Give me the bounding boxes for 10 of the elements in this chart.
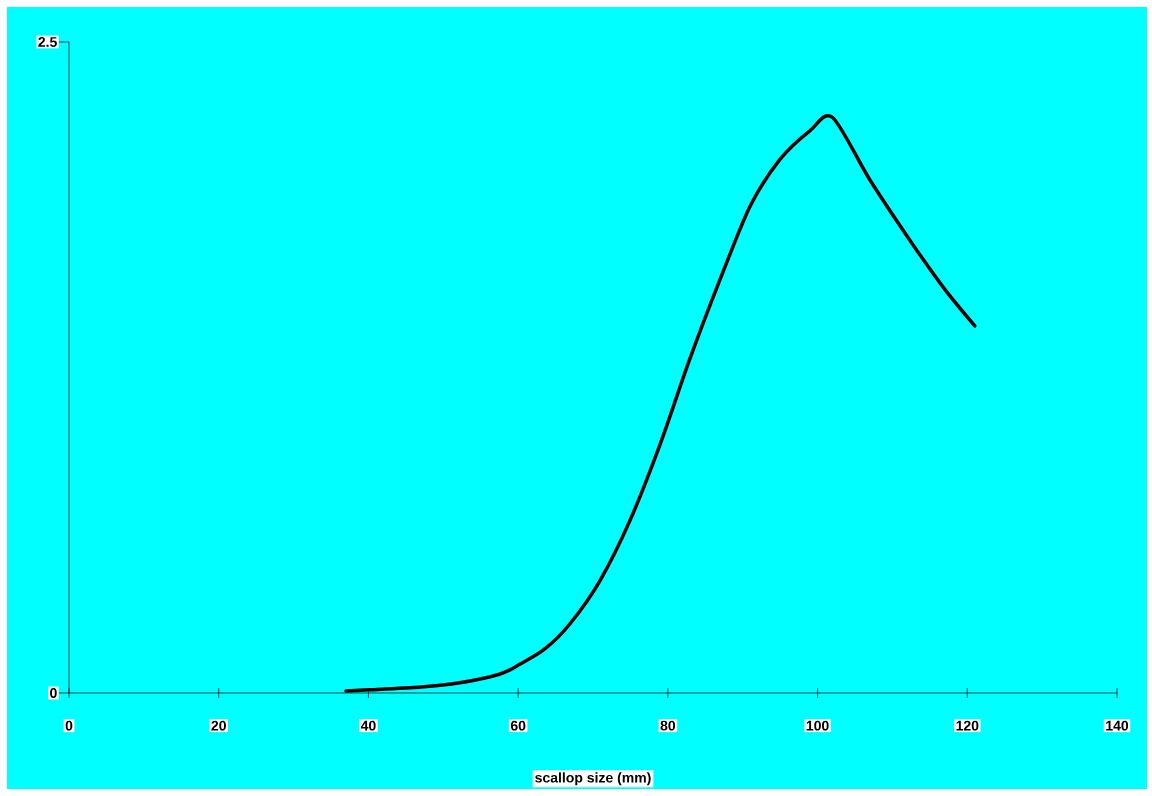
x-tick-label: 120 (956, 720, 979, 731)
x-tick-label: 20 (211, 720, 226, 731)
x-tick-label: 100 (806, 720, 829, 731)
x-tick-label: 140 (1106, 720, 1129, 731)
x-axis-title: scallop size (mm) (535, 772, 651, 786)
x-tick-label: 80 (660, 720, 676, 731)
x-tick-label: 0 (65, 720, 73, 731)
y-tick-label: 2.5 (38, 37, 57, 47)
x-tick-label: 40 (360, 720, 376, 731)
x-tick-label: 60 (510, 720, 526, 731)
